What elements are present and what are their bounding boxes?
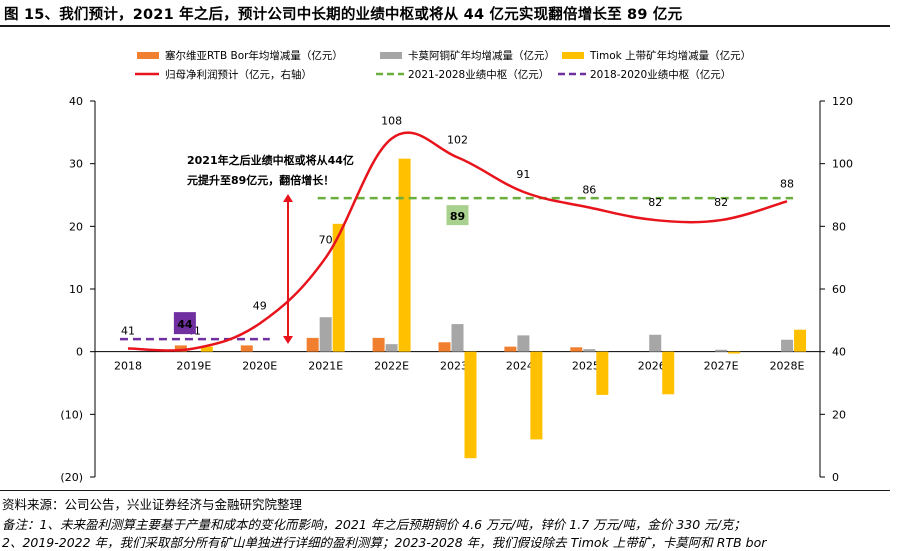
- kamoa-bar: [319, 317, 332, 352]
- center-2021-label: 89: [450, 210, 465, 223]
- x-tick-label: 2027E: [704, 360, 739, 373]
- profit-data-label: 82: [714, 196, 728, 209]
- left-tick-label: (20): [60, 471, 83, 484]
- timok-bar: [200, 346, 213, 352]
- x-tick-label: 2019E: [176, 360, 211, 373]
- timok-bar: [332, 223, 345, 352]
- profit-line: [127, 131, 788, 352]
- left-tick-label: 30: [69, 158, 83, 171]
- left-tick-label: (10): [60, 408, 83, 421]
- serbia-bar: [372, 337, 385, 352]
- timok-bar: [464, 351, 477, 459]
- center-2018-label: 44: [177, 318, 193, 331]
- legend-label: Timok 上带矿年均增减量（亿元）: [589, 49, 751, 62]
- kamoa-bar: [583, 349, 596, 352]
- kamoa-bar: [781, 339, 794, 352]
- profit-data-label: 82: [648, 196, 662, 209]
- arrow-head-down: [283, 336, 293, 344]
- serbia-bar: [240, 345, 253, 352]
- timok-bar: [596, 351, 609, 395]
- kamoa-bar: [649, 334, 662, 352]
- profit-data-label: 70: [319, 234, 333, 247]
- profit-data-label: 88: [780, 177, 794, 190]
- right-tick-label: 60: [832, 283, 846, 296]
- profit-data-label: 49: [253, 299, 267, 312]
- kamoa-bar: [715, 349, 728, 352]
- profit-data-label: 86: [582, 184, 596, 197]
- serbia-bar: [438, 342, 451, 352]
- center-2021-box: [446, 205, 469, 226]
- serbia-bar: [306, 337, 319, 352]
- x-tick-label: 2020E: [242, 360, 277, 373]
- legend-swatch: [562, 52, 584, 59]
- arrow-head-up: [283, 194, 293, 202]
- legend-swatch: [380, 52, 402, 59]
- x-tick-label: 2018: [114, 360, 142, 373]
- right-tick-label: 100: [832, 158, 853, 171]
- profit-data-label: 91: [516, 168, 530, 181]
- legend-label: 2021-2028业绩中枢（亿元）: [408, 68, 549, 81]
- left-tick-label: 40: [69, 95, 83, 108]
- title-divider: [0, 25, 890, 27]
- note-text: 备注：1、未来盈利测算主要基于产量和成本的变化而影响，2021 年之后预期铜价 …: [2, 517, 746, 532]
- right-tick-label: 0: [832, 471, 839, 484]
- right-tick-label: 80: [832, 220, 846, 233]
- legend-label: 2018-2020业绩中枢（亿元）: [590, 68, 731, 81]
- x-tick-label: 2021E: [308, 360, 343, 373]
- legend-swatch: [137, 52, 159, 59]
- left-tick-label: 20: [69, 220, 83, 233]
- center-2018-box: [173, 312, 196, 335]
- timok-bar: [530, 351, 543, 440]
- x-tick-label: 2028E: [770, 360, 805, 373]
- x-tick-label: 2022E: [374, 360, 409, 373]
- serbia-bar: [570, 347, 583, 352]
- left-tick-label: 0: [76, 346, 83, 359]
- kamoa-bar: [517, 335, 530, 352]
- left-tick-label: 10: [69, 283, 83, 296]
- legend-label: 卡莫阿铜矿年均增减量（亿元）: [408, 49, 555, 62]
- legend-label: 塞尔维亚RTB Bor年均增减量（亿元）: [165, 49, 343, 62]
- serbia-bar: [174, 345, 187, 352]
- annotation-line-1: 2021年之后业绩中枢或将从44亿: [187, 153, 354, 167]
- profit-data-label: 108: [381, 115, 402, 128]
- footer-divider: [0, 490, 890, 491]
- timok-bar: [728, 351, 741, 354]
- page-title: 图 15、我们预计，2021 年之后，预计公司中长期的业绩中枢或将从 44 亿元…: [4, 7, 683, 23]
- kamoa-bar: [385, 344, 398, 352]
- annotation-line-2: 元提升至89亿元，翻倍增长！: [187, 173, 334, 187]
- right-tick-label: 120: [832, 95, 853, 108]
- legend-label: 归母净利润预计（亿元，右轴）: [165, 68, 312, 81]
- right-tick-label: 20: [832, 408, 846, 421]
- profit-data-label: 102: [447, 133, 468, 146]
- timok-bar: [794, 329, 807, 352]
- source-text: 资料来源：公司公告，兴业证券经济与金融研究院整理: [2, 497, 303, 512]
- timok-bar: [398, 158, 411, 352]
- right-tick-label: 40: [832, 346, 846, 359]
- profit-data-label: 41: [121, 325, 135, 338]
- timok-bar: [662, 351, 675, 395]
- serbia-bar: [504, 346, 517, 352]
- kamoa-bar: [451, 324, 464, 352]
